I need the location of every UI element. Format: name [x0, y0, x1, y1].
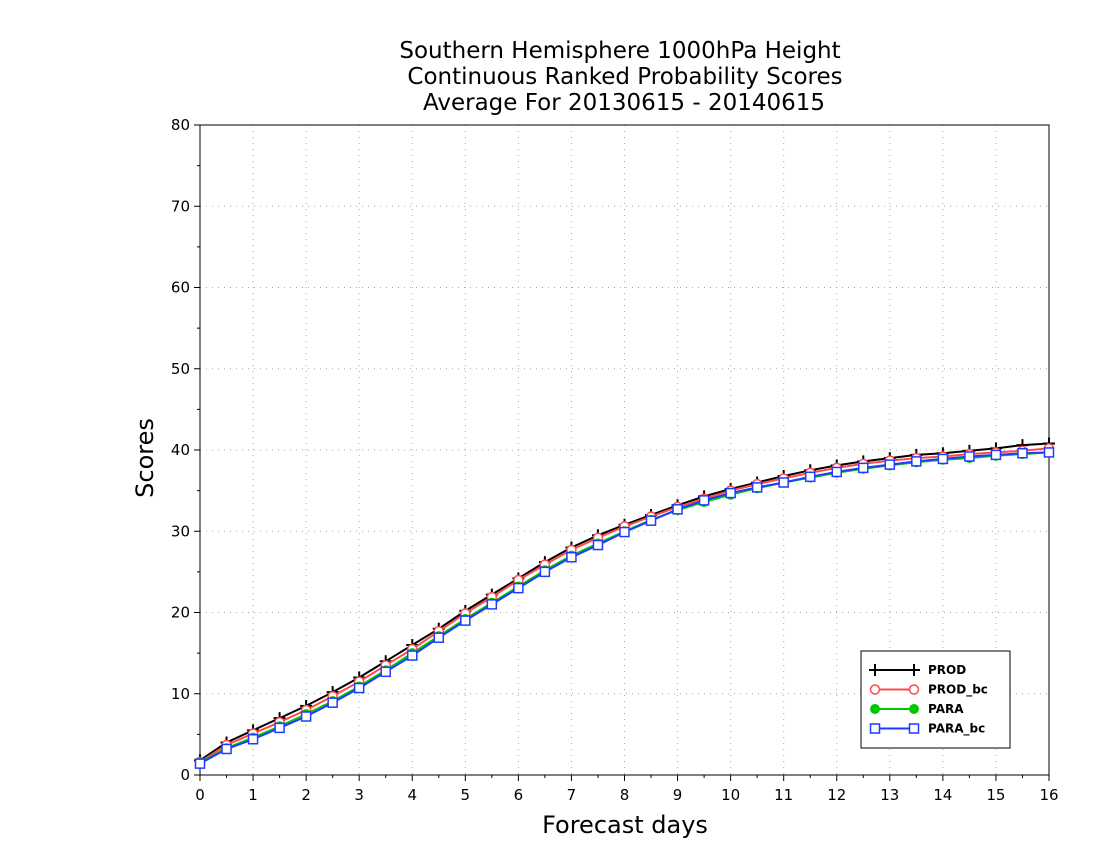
- data-point-para-bc: [858, 462, 869, 474]
- y-tick-label: 70: [171, 197, 190, 215]
- legend: PROD PROD_bc PARA PARA_bc: [860, 650, 1011, 749]
- data-point-para-bc: [725, 487, 736, 499]
- data-point-para-bc: [804, 471, 816, 483]
- x-tick-label: 15: [986, 786, 1005, 804]
- x-tick-label: 2: [301, 786, 311, 804]
- data-point-para-bc: [751, 482, 763, 493]
- y-tick-label: 20: [171, 604, 190, 622]
- data-point-para-bc: [221, 743, 232, 755]
- y-tick-label: 0: [180, 766, 190, 784]
- legend-item-para: PARA: [870, 702, 964, 716]
- data-point-para-bc: [247, 734, 259, 745]
- legend-marker: [870, 704, 880, 714]
- legend-marker: [869, 664, 881, 676]
- legend-marker: [908, 723, 920, 734]
- x-tick-label: 13: [880, 786, 899, 804]
- data-point-para-bc: [592, 539, 604, 551]
- y-tick-label: 30: [171, 522, 190, 540]
- legend-marker: [908, 664, 920, 676]
- data-point-para-bc: [433, 632, 445, 643]
- data-point-para-bc: [407, 650, 418, 661]
- chart-title-line-2: Continuous Ranked Probability Scores: [407, 64, 842, 90]
- data-point-para-bc: [194, 758, 206, 769]
- data-point-para-bc: [274, 722, 285, 734]
- data-point-para-bc: [380, 666, 391, 678]
- y-tick-label: 10: [171, 685, 190, 703]
- data-point-para-bc: [619, 526, 630, 538]
- data-point-para-bc: [539, 566, 551, 578]
- y-tick-label: 80: [171, 116, 190, 134]
- data-point-para-bc: [778, 477, 789, 488]
- data-point-para-bc: [327, 697, 338, 708]
- legend-item-para-bc: PARA_bc: [869, 722, 985, 737]
- x-tick-label: 14: [933, 786, 952, 804]
- series-para-bc: [194, 447, 1055, 769]
- x-tick-label: 10: [721, 786, 740, 804]
- x-tick-label: 8: [620, 786, 630, 804]
- data-point-para-bc: [698, 495, 710, 506]
- data-point-para-bc: [911, 456, 922, 467]
- chart-title: Southern Hemisphere 1000hPa Height Conti…: [399, 38, 842, 116]
- legend-label: PARA_bc: [928, 722, 985, 737]
- x-tick-label: 3: [354, 786, 364, 804]
- x-tick-label: 1: [248, 786, 258, 804]
- data-point-para-bc: [884, 459, 896, 470]
- data-point-para-bc: [645, 515, 657, 526]
- y-axis-label: Scores: [131, 418, 159, 498]
- legend-label: PARA: [928, 702, 964, 716]
- legend-marker: [908, 684, 920, 695]
- x-tick-label: 0: [195, 786, 205, 804]
- legend-box: [860, 650, 1011, 749]
- data-point-para-bc: [937, 453, 949, 465]
- x-tick-label: 12: [827, 786, 846, 804]
- data-point-para-bc: [566, 552, 577, 563]
- data-point-para-bc: [1043, 447, 1055, 458]
- x-tick-label: 16: [1039, 786, 1058, 804]
- x-tick-label: 5: [461, 786, 471, 804]
- data-point-para-bc: [353, 682, 365, 694]
- data-point-para-bc: [460, 615, 471, 626]
- legend-marker: [869, 723, 881, 734]
- data-point-para-bc: [486, 599, 498, 610]
- x-tick-label: 11: [774, 786, 793, 804]
- legend-label: PROD_bc: [928, 683, 988, 698]
- data-point-para-bc: [672, 504, 683, 515]
- x-tick-label: 6: [514, 786, 524, 804]
- y-tick-label: 40: [171, 441, 190, 459]
- y-tick-label: 60: [171, 279, 190, 297]
- data-point-para-bc: [990, 449, 1002, 461]
- legend-marker: [869, 684, 881, 695]
- y-tick-label: 50: [171, 360, 190, 378]
- data-point-para-bc: [300, 711, 312, 722]
- legend-item-prod: PROD: [869, 663, 966, 677]
- x-tick-label: 4: [407, 786, 417, 804]
- legend-item-prod-bc: PROD_bc: [869, 683, 988, 698]
- y-axis-ticks: 0 10 20 30 40 50 60 70 80: [171, 116, 200, 784]
- chart-title-line-1: Southern Hemisphere 1000hPa Height: [399, 38, 840, 64]
- data-point-para-bc: [513, 582, 524, 594]
- x-axis-label: Forecast days: [542, 811, 708, 839]
- x-tick-label: 7: [567, 786, 577, 804]
- data-point-para-bc: [964, 451, 975, 462]
- legend-marker: [909, 704, 919, 714]
- x-tick-label: 9: [673, 786, 683, 804]
- legend-label: PROD: [928, 663, 966, 677]
- data-point-para-bc: [831, 466, 842, 478]
- data-point-para-bc: [1017, 448, 1028, 459]
- x-axis-ticks: 0 1 2 3 4 5 6 7 8 9 10 11 12 13 14 15 16: [195, 775, 1059, 804]
- chart-title-line-3: Average For 20130615 - 20140615: [423, 90, 825, 116]
- data-series: [194, 437, 1055, 769]
